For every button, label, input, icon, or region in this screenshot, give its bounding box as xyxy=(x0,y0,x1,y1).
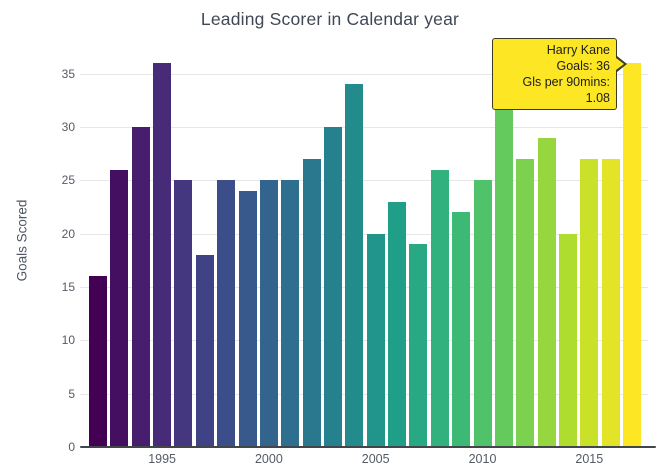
bar-2001[interactable] xyxy=(281,180,300,448)
bar-2007[interactable] xyxy=(409,244,428,447)
y-tick-label-5: 5 xyxy=(68,386,75,401)
gridline-30 xyxy=(80,126,648,128)
bar-2013[interactable] xyxy=(537,137,556,447)
bar-1993[interactable] xyxy=(110,169,129,447)
gridline-15 xyxy=(80,286,648,288)
bar-2004[interactable] xyxy=(345,84,364,447)
bar-1995[interactable] xyxy=(153,62,172,447)
x-tick-label-2015: 2015 xyxy=(575,452,604,466)
bar-2006[interactable] xyxy=(388,201,406,447)
gridline-10 xyxy=(80,340,648,342)
tooltip-per90: Gls per 90mins: 1.08 xyxy=(522,75,610,105)
bar-1992[interactable] xyxy=(89,276,107,447)
bar-1997[interactable] xyxy=(195,254,214,447)
y-tick-label-10: 10 xyxy=(61,333,75,348)
y-tick-label-0: 0 xyxy=(68,440,75,454)
tooltip-player-name: Harry Kane xyxy=(546,43,610,57)
bar-2000[interactable] xyxy=(259,180,278,448)
bar-2003[interactable] xyxy=(324,126,342,447)
bar-1996[interactable] xyxy=(174,180,193,448)
y-tick-label-15: 15 xyxy=(61,279,75,294)
bar-2011[interactable] xyxy=(494,73,513,447)
gridline-25 xyxy=(80,180,648,182)
x-tick-label-2005: 2005 xyxy=(361,452,390,466)
x-tick-label-1995: 1995 xyxy=(148,452,176,466)
bar-2005[interactable] xyxy=(366,233,385,447)
gridline-20 xyxy=(80,233,648,235)
bar-2016[interactable] xyxy=(601,158,620,447)
gridline-35 xyxy=(80,73,648,75)
bar-2014[interactable] xyxy=(558,233,577,447)
gridline-5 xyxy=(80,393,648,395)
bar-2009[interactable] xyxy=(452,212,471,447)
bar-1999[interactable] xyxy=(238,190,257,447)
bar-2002[interactable] xyxy=(302,158,321,447)
tooltip-caret-fill xyxy=(616,58,624,70)
bar-2010[interactable] xyxy=(473,180,492,448)
x-tick-label-2000: 2000 xyxy=(254,452,283,466)
bar-2017[interactable] xyxy=(623,62,641,447)
y-tick-label-25: 25 xyxy=(61,173,75,188)
bar-2008[interactable] xyxy=(430,169,449,447)
bar-1998[interactable] xyxy=(217,180,236,448)
x-axis-line xyxy=(80,446,656,448)
y-axis-title: Goals Scored xyxy=(14,199,30,282)
y-tick-label-20: 20 xyxy=(61,226,75,241)
tooltip-goals: Goals: 36 xyxy=(556,59,610,73)
chart-title: Leading Scorer in Calendar year xyxy=(200,9,460,29)
bar-2015[interactable] xyxy=(580,158,599,447)
x-tick-label-2010: 2010 xyxy=(468,452,497,466)
bar-1994[interactable] xyxy=(131,126,150,447)
bar-2012[interactable] xyxy=(516,158,535,447)
hover-tooltip: Harry Kane Goals: 36 Gls per 90mins: 1.0… xyxy=(492,38,617,110)
y-tick-label-30: 30 xyxy=(61,119,75,134)
y-tick-label-35: 35 xyxy=(61,66,75,81)
